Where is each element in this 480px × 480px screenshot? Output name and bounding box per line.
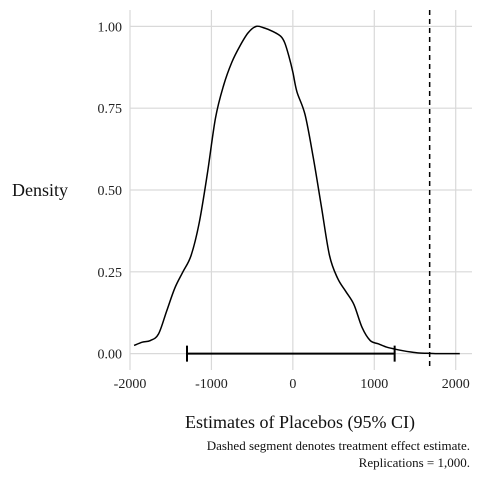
y-tick-label: 0.75 [98,102,123,117]
caption-line-1: Dashed segment denotes treatment effect … [207,438,470,453]
y-tick-label: 1.00 [98,20,123,35]
density-curve [133,25,460,355]
y-tick-label: 0.00 [98,348,123,363]
y-axis-title: Density [12,180,68,200]
caption-line-2: Replications = 1,000. [359,455,470,470]
x-tick-label: -2000 [114,377,147,392]
y-tick-label: 0.25 [98,266,123,281]
grid-lines [129,10,472,370]
x-tick-label: 0 [289,377,296,392]
y-tick-labels: 0.00 0.25 0.50 0.75 1.00 [98,20,123,362]
y-tick-label: 0.50 [98,184,123,199]
x-axis-title: Estimates of Placebos (95% CI) [185,412,415,433]
x-tick-label: -1000 [195,377,228,392]
data-layer [133,10,460,370]
x-tick-label: 2000 [442,377,470,392]
x-tick-label: 1000 [360,377,388,392]
x-tick-labels: -2000 -1000 0 1000 2000 [114,377,470,392]
